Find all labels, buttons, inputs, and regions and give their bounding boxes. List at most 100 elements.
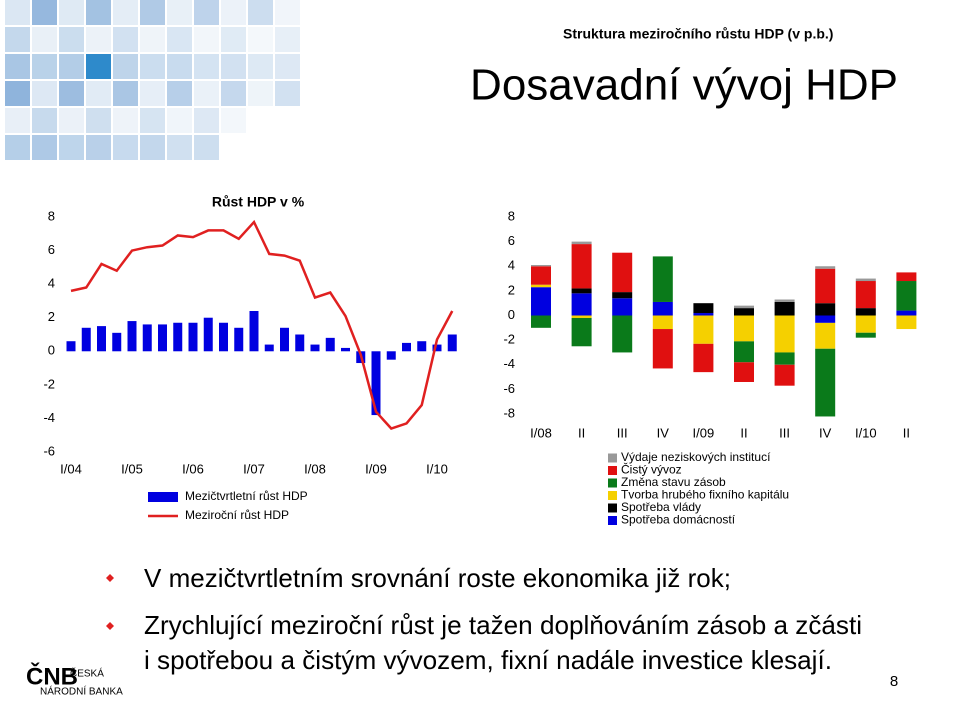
- bar-segment: [571, 288, 592, 294]
- deco-square: [32, 108, 57, 133]
- deco-square: [59, 54, 84, 79]
- deco-square: [86, 108, 111, 133]
- bar-segment: [612, 252, 633, 293]
- bar: [188, 322, 198, 352]
- bar-segment: [855, 308, 876, 316]
- bar: [402, 342, 411, 352]
- deco-square: [140, 0, 165, 25]
- deco-square: [140, 135, 165, 160]
- y-tick-label: 2: [508, 282, 515, 297]
- bar-segment: [734, 308, 754, 316]
- deco-square: [140, 81, 165, 106]
- deco-square: [59, 108, 84, 133]
- deco-square: [275, 81, 300, 106]
- bar-segment: [652, 329, 673, 369]
- deco-square: [167, 54, 192, 79]
- bar: [66, 341, 76, 352]
- line: [70, 219, 454, 430]
- bar: [127, 321, 137, 352]
- bar-segment: [693, 343, 714, 373]
- deco-square: [275, 27, 300, 52]
- bullet-text: V mezičtvrtletním srovnání roste ekonomi…: [144, 563, 731, 593]
- x-tick-label: III: [617, 425, 628, 440]
- bullet: [106, 574, 114, 582]
- bar-segment: [855, 332, 876, 338]
- bar-segment: [734, 305, 754, 309]
- x-tick-label: I/05: [121, 461, 143, 476]
- legend-swatch: [608, 491, 617, 500]
- deco-square: [32, 0, 57, 25]
- deco-square: [59, 0, 84, 25]
- deco-square: [59, 135, 84, 160]
- y-tick-label: 2: [48, 309, 55, 324]
- bar-segment: [531, 287, 551, 316]
- chart-title: Struktura meziročního růstu HDP (v p.b.): [563, 26, 833, 42]
- deco-square: [221, 54, 246, 79]
- bar-segment: [774, 301, 795, 316]
- bar: [386, 351, 396, 360]
- bar-segment: [531, 266, 551, 285]
- x-tick-label: I/08: [530, 425, 552, 440]
- x-tick-label: II: [578, 425, 585, 440]
- legend-swatch: [608, 478, 617, 488]
- deco-square: [32, 54, 57, 79]
- bar: [447, 334, 457, 352]
- deco-square: [113, 81, 138, 106]
- slide-title: Dosavadní vývoj HDP: [470, 61, 898, 110]
- deco-square: [5, 135, 30, 160]
- bar-segment: [815, 322, 836, 349]
- y-tick-label: 4: [48, 276, 55, 291]
- deco-square: [167, 81, 192, 106]
- legend-label: Změna stavu zásob: [621, 475, 726, 489]
- deco-square: [59, 27, 84, 52]
- y-tick-label: -8: [503, 405, 515, 420]
- x-tick-label: I/09: [693, 425, 715, 440]
- bar: [371, 351, 381, 416]
- bar-segment: [612, 298, 633, 316]
- y-tick-label: 8: [508, 208, 515, 223]
- deco-square: [248, 54, 273, 79]
- deco-square: [113, 135, 138, 160]
- bar-segment: [896, 281, 917, 311]
- bar-segment: [693, 303, 714, 314]
- bar: [219, 322, 228, 352]
- bar-segment: [571, 241, 592, 245]
- legend-swatch: [608, 516, 617, 525]
- deco-square: [32, 135, 57, 160]
- deco-square: [248, 27, 273, 52]
- bullet-text: Zrychlující meziroční růst je tažen dopl…: [144, 610, 862, 640]
- bar-segment: [815, 266, 836, 269]
- bar-segment: [815, 303, 836, 316]
- deco-square: [248, 0, 273, 25]
- deco-square: [167, 0, 192, 25]
- bar-segment: [734, 362, 754, 382]
- y-tick-label: -4: [43, 410, 55, 425]
- bar: [97, 326, 106, 352]
- logo-text: ČESKÁ: [70, 667, 104, 680]
- x-tick-label: I/07: [243, 461, 265, 476]
- bar-segment: [652, 256, 673, 302]
- bar-segment: [612, 315, 633, 353]
- logo-text: NÁRODNÍ BANKA: [40, 685, 123, 698]
- bar-segment: [652, 301, 673, 316]
- logo-mark: ČNB: [26, 662, 78, 690]
- legend-label: Výdaje neziskových institucí: [621, 450, 771, 464]
- legend-label: Spotřeba vlády: [621, 500, 701, 514]
- x-tick-label: III: [779, 425, 790, 440]
- deco-square: [167, 108, 192, 133]
- deco-square: [140, 54, 165, 79]
- bar-segment: [774, 315, 795, 353]
- deco-square: [113, 27, 138, 52]
- x-tick-label: I/06: [182, 461, 204, 476]
- y-tick-label: -4: [503, 356, 515, 371]
- chart-title: Růst HDP v %: [212, 194, 305, 210]
- deco-square: [275, 0, 300, 25]
- deco-square: [194, 54, 219, 79]
- deco-square: [32, 27, 57, 52]
- deco-square: [5, 27, 30, 52]
- bar: [158, 324, 167, 352]
- x-tick-label: IV: [657, 425, 670, 440]
- deco-square: [167, 135, 192, 160]
- bullet: [106, 622, 114, 630]
